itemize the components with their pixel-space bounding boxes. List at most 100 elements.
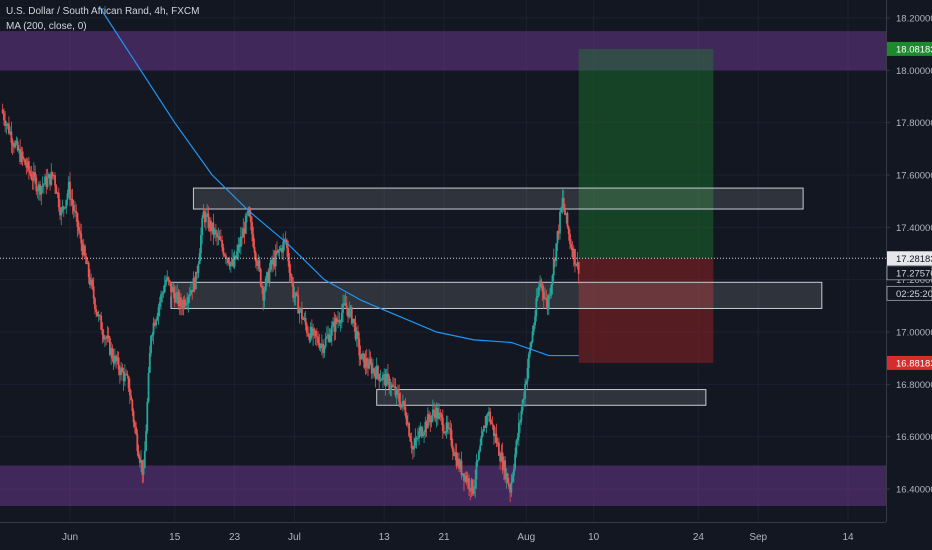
candle-body [559, 211, 561, 234]
indicator-title[interactable]: MA (200, close, 0) [6, 21, 87, 32]
candle-body [96, 311, 99, 317]
candle-body [423, 432, 425, 435]
candle-body [206, 213, 209, 215]
candle-body [359, 355, 362, 360]
candle-body [330, 326, 333, 336]
candle-body [405, 415, 408, 425]
candle-body [81, 243, 84, 256]
candle-body [62, 206, 65, 208]
candle-body [531, 331, 534, 343]
candle-body [263, 290, 266, 301]
candle-body [251, 221, 253, 235]
candle-body [449, 427, 452, 430]
candle-body [414, 438, 417, 446]
candle-body [329, 335, 332, 342]
candle-body [26, 161, 29, 168]
symbol-title[interactable]: U.S. Dollar / South African Rand, 4h, FX… [6, 6, 200, 17]
candle-body [476, 459, 479, 462]
candle-body [91, 279, 94, 287]
candle-body [569, 234, 571, 244]
candle-body [348, 308, 351, 317]
candle-body [389, 388, 392, 390]
candle-body [198, 253, 201, 264]
candle-body [49, 174, 51, 185]
candle-body [135, 426, 137, 435]
candle-body [86, 262, 89, 264]
candle-body [522, 398, 525, 400]
candle-body [379, 379, 382, 381]
candle-body [60, 210, 63, 216]
candle-body [353, 318, 356, 323]
candle-body [253, 246, 256, 253]
price-badge [886, 285, 932, 301]
candle-body [211, 222, 214, 232]
candle-body [458, 458, 460, 469]
price-badge-label: 17.28183 [896, 254, 932, 265]
candle-body [237, 244, 240, 252]
candle-body [87, 262, 90, 278]
price-badge-label: 17.27570 [896, 268, 932, 279]
candle-body [562, 198, 565, 208]
candle-body [76, 213, 79, 228]
candle-body [384, 374, 387, 387]
candle-body [278, 249, 281, 251]
time-tick-label: 21 [438, 532, 450, 543]
long-position-tool[interactable] [578, 48, 714, 363]
candle-body [493, 425, 495, 437]
candle-body [281, 248, 283, 253]
candle-body [400, 404, 403, 408]
candle-body [66, 193, 69, 200]
candle-body [305, 324, 308, 333]
candle-body [242, 228, 245, 238]
candle-body [514, 454, 517, 469]
candle-body [340, 312, 343, 323]
candle-body [436, 407, 439, 419]
candle-body [363, 353, 366, 368]
candle-body [121, 367, 124, 372]
price-axis[interactable]: 18.20000 18.00000 17.80000 17.60000 17.40000… [886, 0, 932, 550]
candle-body [471, 479, 474, 494]
candle-body [177, 291, 180, 306]
range-boxes[interactable] [170, 187, 823, 406]
candle-body [147, 372, 150, 402]
candle-body [299, 308, 302, 310]
candle-body [360, 353, 363, 360]
candle-body [372, 368, 374, 374]
candle-body [483, 425, 485, 432]
candle-body [368, 359, 371, 369]
candle-body [271, 259, 273, 265]
candle-body [9, 131, 12, 134]
candle-body [182, 300, 185, 309]
candle-body [519, 421, 521, 423]
price-tick-label: 17.20000 [896, 275, 932, 286]
candle-body [350, 307, 353, 324]
candle-body [560, 207, 563, 212]
candle-body [515, 440, 518, 455]
candle-body [94, 298, 96, 310]
candle-body [448, 427, 450, 429]
candle-body [122, 371, 125, 382]
candle-body [399, 401, 402, 408]
candle-body [308, 335, 311, 341]
candle-body [19, 148, 22, 162]
time-axis[interactable]: Jun 15 23 Jul 13 21 Aug 10 24 Sep 14 [0, 522, 932, 550]
price-badge-label: 02:25:20 [896, 289, 932, 300]
candle-body [126, 374, 129, 377]
candle-body [202, 211, 205, 219]
candle-body [416, 438, 419, 440]
candle-body [82, 245, 85, 256]
candle-body [364, 358, 367, 368]
price-badge [887, 355, 932, 370]
candle-body [205, 214, 207, 223]
candle-body [454, 452, 457, 456]
profit-target-area [578, 48, 714, 259]
candle-body [71, 199, 74, 206]
candle-body [25, 164, 28, 168]
candle-body [277, 249, 280, 253]
candle-body [35, 177, 38, 192]
candle-body [387, 373, 389, 377]
candle-body [111, 348, 114, 359]
candle-body [328, 334, 331, 342]
candle-body [469, 488, 472, 492]
